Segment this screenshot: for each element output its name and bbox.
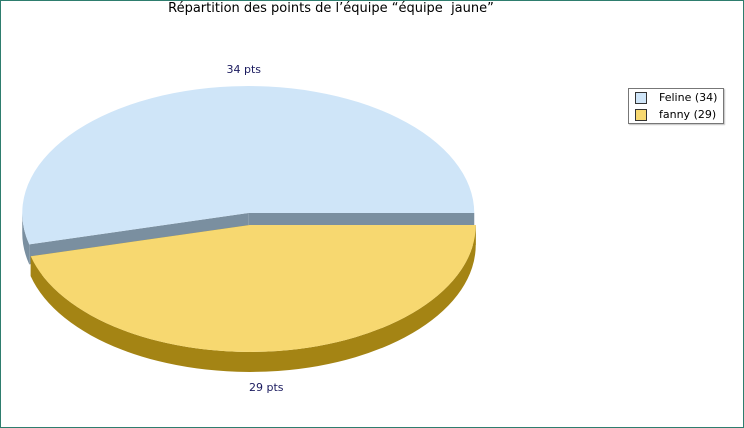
legend-swatch-fanny [635,108,647,121]
pie-slice-fanny [30,224,476,352]
legend-item-fanny: fanny (29) [635,107,716,122]
legend: Feline (34) fanny (29) [628,88,724,124]
chart-title: Répartition des points de l’équipe “équi… [168,1,494,16]
legend-swatch-feline [635,91,647,104]
pie-data-label-feline: 34 pts [226,63,261,76]
legend-item-feline: Feline (34) [635,90,717,105]
pie-side-fanny [30,224,476,372]
pie-data-label-fanny: 29 pts [249,381,284,394]
pie-slice-feline [22,86,475,245]
legend-label-feline: Feline (34) [659,91,718,104]
pie-side-feline [22,213,30,265]
legend-label-fanny: fanny (29) [659,108,717,121]
